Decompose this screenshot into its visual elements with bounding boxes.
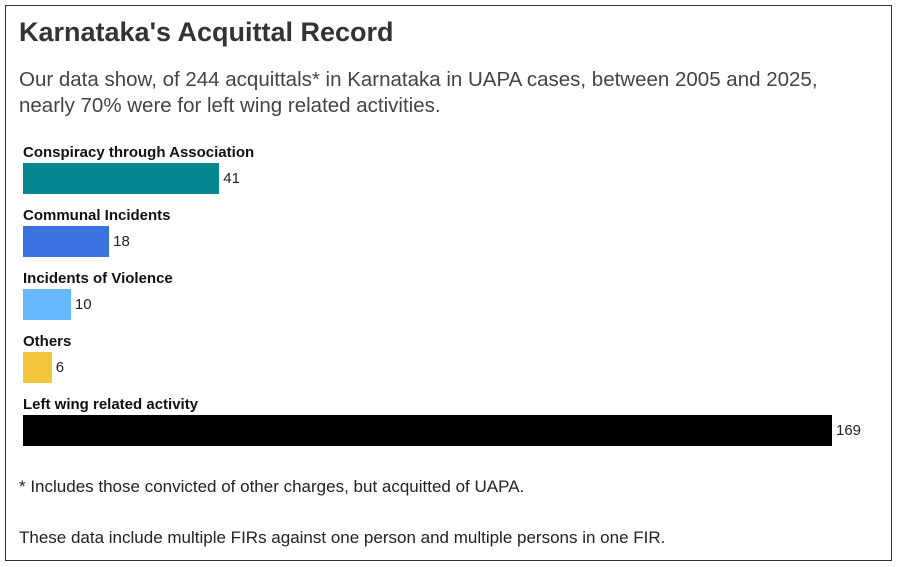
bar xyxy=(23,163,220,194)
bar xyxy=(23,352,52,383)
bar-value-label: 41 xyxy=(223,170,240,187)
bar xyxy=(23,289,71,320)
chart-title: Karnataka's Acquittal Record xyxy=(19,17,394,47)
bar-label: Conspiracy through Association xyxy=(23,144,255,161)
bar-value-label: 6 xyxy=(55,359,65,376)
bar-value-label: 10 xyxy=(74,296,92,313)
bar-value-label: 18 xyxy=(113,233,130,250)
bar-label: Left wing related activity xyxy=(23,396,199,413)
footnote-2: These data include multiple FIRs against… xyxy=(19,528,666,547)
chart-subtitle: Our data show, of 244 acquittals* in Kar… xyxy=(19,68,818,117)
bar-label: Communal Incidents xyxy=(23,207,171,224)
footnote-1: * Includes those convicted of other char… xyxy=(19,477,525,496)
bar xyxy=(23,415,832,446)
chart-frame xyxy=(5,5,892,561)
bar-label: Incidents of Violence xyxy=(23,270,173,287)
bar-value-label: 169 xyxy=(836,422,862,439)
bar-label: Others xyxy=(23,333,72,350)
bar xyxy=(23,226,110,257)
